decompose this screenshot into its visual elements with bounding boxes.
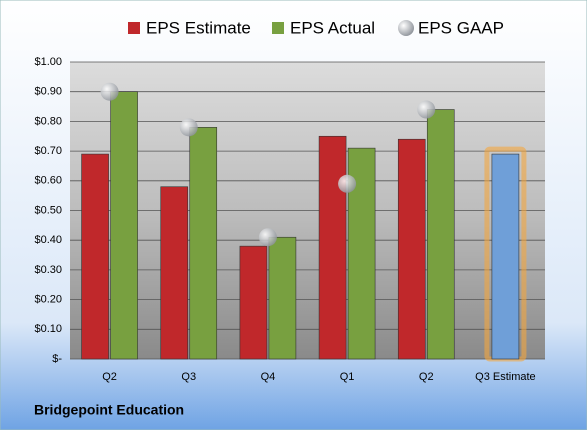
bar	[239, 245, 268, 360]
y-tick-label: $0.70	[34, 145, 62, 157]
x-tick-label: Q2	[419, 371, 434, 383]
legend-marker	[272, 22, 284, 34]
y-tick-label: $1.00	[34, 56, 62, 68]
y-tick-label: $0.10	[34, 323, 62, 335]
y-tick-label: $0.90	[34, 86, 62, 98]
bar	[268, 236, 297, 360]
x-tick-label: Q1	[340, 371, 355, 383]
bar	[189, 127, 218, 360]
legend-text: EPS GAAP	[418, 18, 504, 37]
bar	[81, 153, 109, 360]
legend-text: EPS Estimate	[146, 18, 251, 37]
x-tick-label: Q3 Estimate	[475, 371, 536, 383]
legend-text: EPS Actual	[290, 18, 375, 37]
legend-marker	[128, 22, 140, 34]
point	[258, 228, 277, 247]
bar	[160, 186, 189, 360]
x-tick-label: Q3	[181, 371, 196, 383]
y-tick-label: $0.50	[34, 204, 62, 216]
bar	[110, 91, 138, 360]
bar	[318, 135, 347, 360]
y-tick-label: $0.80	[34, 115, 62, 127]
y-tick-label: $0.60	[34, 175, 62, 187]
y-tick-label: $0.30	[34, 264, 62, 276]
point	[338, 174, 357, 193]
bar	[347, 147, 376, 360]
y-tick-label: $0.40	[34, 234, 62, 246]
legend-marker	[398, 20, 414, 36]
bar	[397, 138, 426, 360]
x-tick-label: Q4	[261, 371, 276, 383]
point	[179, 118, 198, 137]
y-tick-label: $0.20	[34, 294, 62, 306]
bar	[426, 109, 455, 360]
y-tick-label: $-	[52, 353, 62, 365]
chart-title: Bridgepoint Education	[34, 402, 184, 418]
point	[100, 82, 119, 101]
x-tick-label: Q2	[102, 371, 117, 383]
point	[417, 100, 436, 119]
bar	[491, 153, 520, 360]
